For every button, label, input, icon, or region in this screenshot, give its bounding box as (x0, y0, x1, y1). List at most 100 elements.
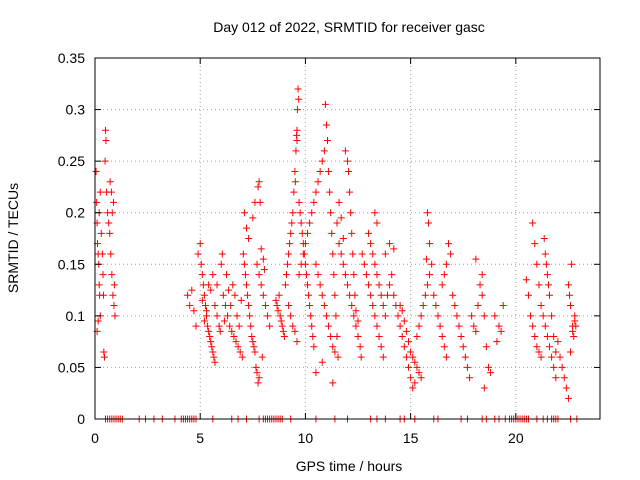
data-point (257, 245, 265, 253)
data-point (92, 167, 100, 175)
data-point (310, 343, 318, 351)
data-point (198, 296, 206, 304)
data-point (211, 358, 219, 366)
data-point (227, 302, 235, 310)
data-point (419, 302, 427, 310)
data-point (253, 260, 261, 268)
data-point (550, 332, 558, 340)
data-point (275, 291, 283, 299)
data-point (279, 327, 287, 335)
data-point (529, 322, 537, 330)
data-point (234, 343, 242, 351)
data-point (322, 312, 330, 320)
data-point (360, 260, 368, 268)
data-point (285, 302, 293, 310)
data-point (354, 332, 362, 340)
data-point (339, 235, 347, 242)
data-point (402, 353, 410, 361)
data-point (97, 229, 105, 237)
data-point (186, 302, 194, 310)
data-point (400, 343, 408, 351)
data-point (394, 312, 402, 320)
data-point (537, 353, 545, 361)
data-point (365, 229, 373, 237)
data-point (451, 302, 459, 310)
data-point (304, 281, 312, 289)
data-point (314, 271, 322, 279)
data-point (295, 95, 303, 103)
data-point (320, 302, 328, 310)
data-point (333, 219, 341, 227)
data-point (445, 240, 452, 248)
data-point (107, 250, 115, 258)
data-point (347, 209, 355, 217)
data-point (273, 302, 281, 310)
x-tick-label: 0 (91, 430, 99, 446)
data-point (434, 312, 442, 320)
data-point (468, 312, 476, 320)
data-point (207, 338, 215, 346)
data-point (386, 281, 394, 289)
data-point (101, 157, 109, 165)
data-point (254, 183, 262, 191)
data-point (354, 317, 362, 325)
data-point (289, 209, 297, 217)
data-point (215, 322, 223, 330)
data-point (562, 384, 570, 392)
data-point (552, 374, 560, 382)
data-point (552, 348, 560, 356)
data-point (198, 271, 206, 279)
data-point (357, 353, 365, 361)
data-point (291, 167, 299, 175)
data-point (200, 317, 208, 325)
data-point (233, 312, 241, 320)
data-point (96, 188, 104, 196)
data-point (100, 353, 108, 361)
data-point (436, 322, 444, 330)
data-point (274, 307, 282, 315)
data-point (351, 291, 359, 299)
data-point (550, 363, 558, 371)
data-point (321, 100, 329, 108)
data-point (345, 167, 353, 175)
data-point (482, 343, 490, 351)
data-point (252, 363, 260, 371)
data-point (558, 363, 566, 371)
data-point (285, 250, 293, 258)
data-point (453, 312, 461, 320)
data-point (331, 291, 339, 299)
data-point (255, 178, 263, 186)
data-point (480, 312, 488, 320)
data-point (258, 353, 266, 361)
data-point (571, 317, 579, 325)
data-point (194, 250, 202, 258)
data-point (352, 322, 360, 330)
data-point (442, 353, 450, 361)
data-point (407, 374, 415, 382)
data-point (396, 322, 404, 330)
data-point (349, 250, 357, 258)
data-point (554, 338, 562, 346)
data-point (348, 229, 356, 237)
data-point (421, 291, 429, 299)
data-point (290, 188, 298, 196)
data-point (204, 322, 212, 330)
data-point (449, 291, 457, 299)
data-point (192, 322, 200, 330)
data-point (425, 219, 433, 227)
data-point (259, 291, 267, 299)
data-point (316, 167, 324, 175)
data-point (533, 260, 541, 268)
y-tick-label: 0.35 (58, 50, 85, 66)
data-point (277, 317, 285, 325)
data-point (218, 250, 226, 258)
data-point (371, 312, 379, 320)
data-point (301, 240, 309, 248)
data-point (309, 332, 317, 340)
data-point (284, 260, 292, 268)
data-point (293, 137, 301, 145)
data-point (426, 271, 434, 279)
data-point (312, 369, 320, 377)
data-point (247, 322, 255, 330)
